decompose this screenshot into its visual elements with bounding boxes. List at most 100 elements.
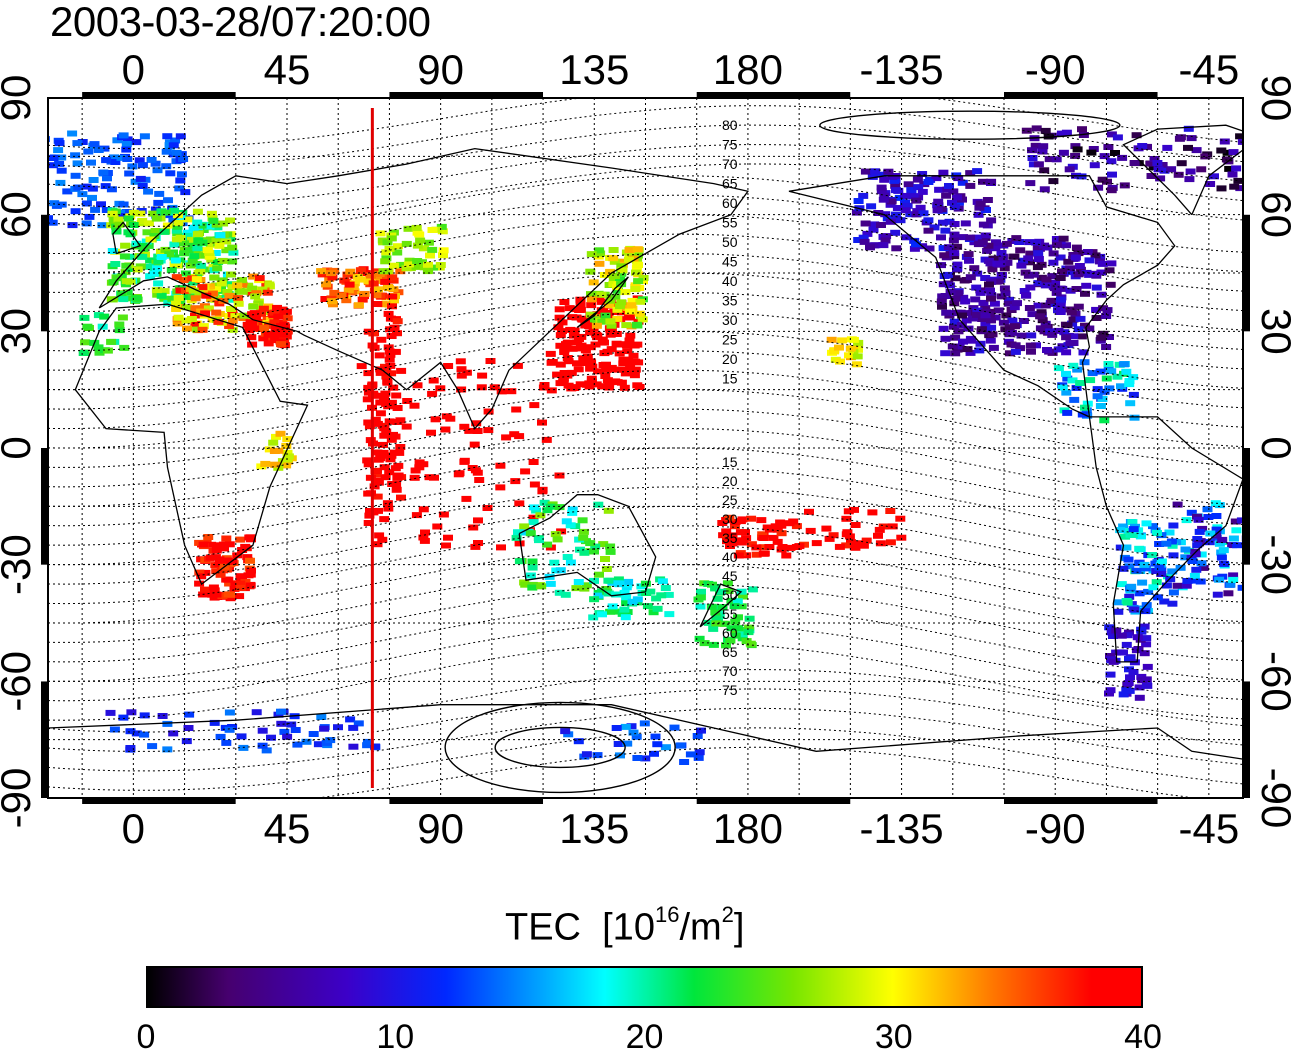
tec-cell xyxy=(1119,182,1130,189)
tec-cell xyxy=(519,523,530,530)
tec-cell xyxy=(580,322,591,329)
tec-cell xyxy=(172,320,183,327)
tec-cell xyxy=(372,420,383,427)
contour-line xyxy=(48,641,1243,721)
tec-cell xyxy=(101,207,112,213)
tec-cell xyxy=(168,730,179,737)
tec-cell xyxy=(546,359,557,366)
tec-cell xyxy=(623,341,634,348)
tec-cell xyxy=(217,593,228,599)
tec-cell xyxy=(965,182,976,189)
contour-line xyxy=(48,175,1243,255)
tec-cell xyxy=(867,509,878,516)
tec-cell xyxy=(1048,259,1059,266)
tec-cell xyxy=(1071,384,1082,391)
tec-cell xyxy=(891,245,902,252)
tec-cell xyxy=(1118,691,1129,698)
tec-cell xyxy=(1081,269,1092,276)
tec-cell xyxy=(114,321,125,328)
tec-cell xyxy=(949,318,960,325)
tec-cell xyxy=(581,319,592,325)
tec-cell xyxy=(1137,579,1148,586)
frame-band xyxy=(1157,92,1292,97)
tec-cell xyxy=(586,251,597,258)
tec-cell xyxy=(1079,359,1090,366)
tec-cell xyxy=(988,344,999,351)
tec-cell xyxy=(890,211,901,218)
tec-cell xyxy=(387,303,397,310)
tec-cell xyxy=(908,193,919,200)
tec-cell xyxy=(159,228,170,235)
tec-cell xyxy=(1071,286,1082,292)
tec-cell xyxy=(215,733,226,740)
tec-cell xyxy=(777,544,788,550)
tec-cell xyxy=(119,253,130,260)
tec-cell xyxy=(775,519,786,526)
tec-cell xyxy=(280,312,291,319)
tec-cell xyxy=(131,730,142,737)
tec-cell xyxy=(652,741,663,748)
tec-cell xyxy=(724,514,735,521)
colorbar-tick-label: 0 xyxy=(136,1018,156,1056)
tec-cell xyxy=(1200,153,1211,160)
contour-label: 45 xyxy=(722,568,738,584)
contour-line xyxy=(48,350,1243,430)
tec-cell xyxy=(1108,633,1118,639)
tec-cell xyxy=(967,315,978,322)
tec-cell xyxy=(1236,517,1243,524)
tec-cell xyxy=(370,743,381,750)
tec-cell xyxy=(1040,127,1051,134)
tec-cell xyxy=(1016,262,1027,269)
tec-cell xyxy=(1062,322,1073,329)
tec-cell xyxy=(150,206,161,213)
tec-cell xyxy=(1124,655,1134,662)
tec-cell xyxy=(804,508,814,515)
tec-cell xyxy=(237,277,248,284)
tec-cell xyxy=(326,270,336,277)
tec-cell xyxy=(843,508,854,515)
tec-cell xyxy=(950,334,961,341)
tec-cell xyxy=(386,399,397,406)
tec-cell xyxy=(387,274,398,281)
lon-label-top: -90 xyxy=(1025,46,1086,93)
tec-cell xyxy=(751,551,762,558)
colorbar-title-unit-base: [10 xyxy=(602,906,655,949)
tec-cell xyxy=(685,751,696,758)
frame-band xyxy=(696,799,851,804)
tec-cell xyxy=(132,266,143,273)
tec-cell xyxy=(679,759,690,765)
tec-cell xyxy=(496,544,506,551)
tec-cell xyxy=(459,423,470,430)
tec-cell xyxy=(965,349,976,356)
tec-cell xyxy=(471,420,482,427)
tec-cell xyxy=(1124,563,1135,570)
tec-cell xyxy=(952,243,963,250)
tec-cell xyxy=(874,526,885,533)
tec-cell xyxy=(1166,538,1177,545)
contour-label: 65 xyxy=(722,644,738,660)
tec-cell xyxy=(313,741,324,748)
tec-cell xyxy=(1113,599,1124,606)
tec-observation-layer xyxy=(48,125,1243,765)
tec-cell xyxy=(936,298,947,305)
tec-cell xyxy=(717,604,728,611)
tec-cell xyxy=(214,242,225,249)
lat-label-right: -60 xyxy=(1253,651,1292,712)
tec-cell xyxy=(733,614,743,621)
tec-cell xyxy=(381,428,392,435)
tec-cell xyxy=(455,358,466,365)
colorbar-tick-label: 10 xyxy=(376,1018,415,1056)
tec-cell xyxy=(1105,687,1116,694)
tec-cell xyxy=(600,312,611,319)
tec-cell xyxy=(48,162,58,169)
tec-cell xyxy=(575,302,586,309)
tec-cell xyxy=(1168,522,1179,529)
tec-cell xyxy=(1204,539,1215,546)
tec-cell xyxy=(384,418,395,425)
tec-cell xyxy=(876,188,887,195)
tec-cell xyxy=(152,167,163,174)
frame-band xyxy=(41,98,47,215)
tec-cell xyxy=(1216,554,1227,561)
tec-cell xyxy=(596,298,607,305)
tec-cell xyxy=(1116,581,1127,588)
